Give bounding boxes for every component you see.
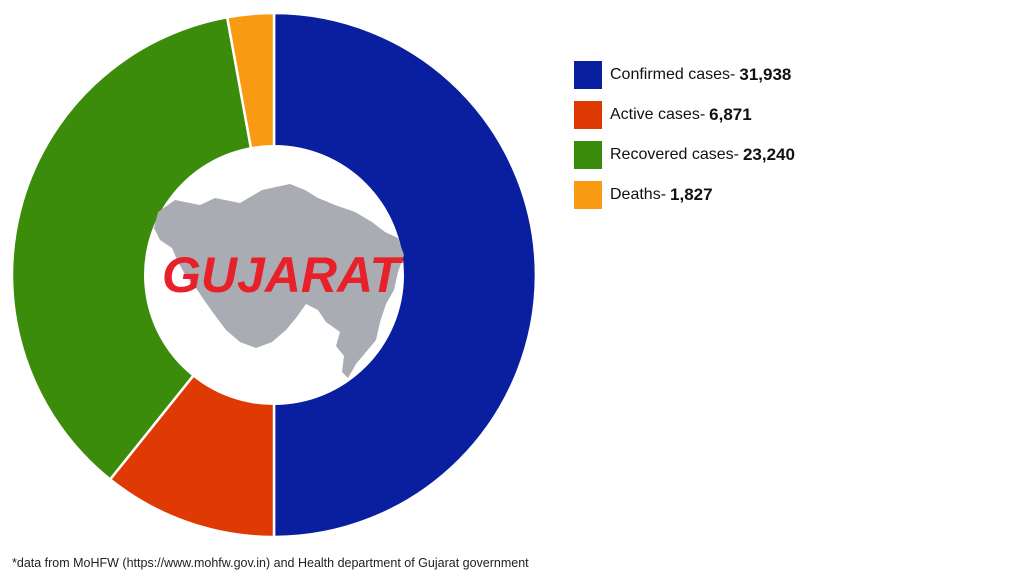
legend-label: Recovered cases- <box>610 146 739 163</box>
legend-swatch-confirmed <box>574 61 602 89</box>
legend: Confirmed cases- 31,938 Active cases- 6,… <box>574 61 795 221</box>
slice-recovered-cases <box>10 15 276 482</box>
gujarat-map-silhouette <box>154 184 404 378</box>
state-title: GUJARAT <box>162 247 404 303</box>
legend-value: 1,827 <box>670 185 713 204</box>
legend-value: 6,871 <box>709 105 752 124</box>
legend-label: Confirmed cases- <box>610 66 736 83</box>
legend-item-recovered: Recovered cases- 23,240 <box>574 141 795 169</box>
legend-swatch-deaths <box>574 181 602 209</box>
legend-label: Deaths- <box>610 186 667 203</box>
legend-item-active: Active cases- 6,871 <box>574 101 795 129</box>
slice-confirmed-cases <box>272 11 538 539</box>
legend-swatch-active <box>574 101 602 129</box>
legend-item-deaths: Deaths- 1,827 <box>574 181 795 209</box>
legend-value: 23,240 <box>742 145 795 164</box>
legend-label: Active cases- <box>610 106 706 123</box>
legend-value: 31,938 <box>739 65 792 84</box>
legend-item-confirmed: Confirmed cases- 31,938 <box>574 61 795 89</box>
source-footnote: *data from MoHFW (https://www.mohfw.gov.… <box>12 556 529 570</box>
legend-swatch-recovered <box>574 141 602 169</box>
